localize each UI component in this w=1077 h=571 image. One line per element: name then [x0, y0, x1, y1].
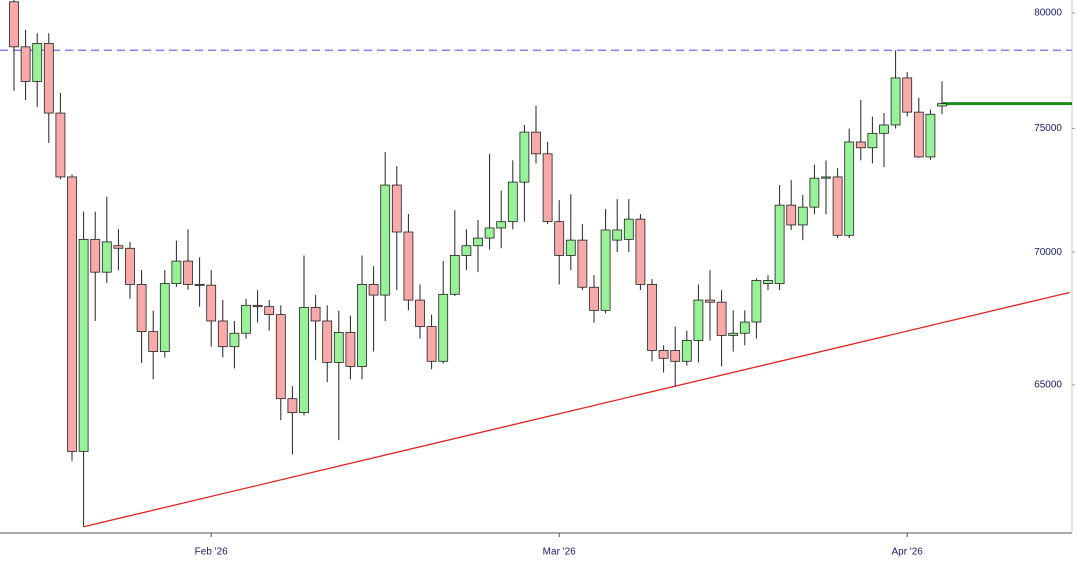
x-tick-label: Feb '26 — [195, 547, 228, 558]
candle-body — [438, 293, 449, 362]
candle-body — [287, 398, 298, 414]
plot-area — [0, 0, 1072, 528]
candle-body — [693, 299, 704, 341]
candle-body — [136, 283, 147, 333]
candle-body — [101, 241, 112, 273]
candle-body — [113, 245, 124, 249]
candle-body — [612, 229, 623, 241]
candle-body — [241, 304, 251, 334]
candle-body — [623, 218, 634, 240]
candle-body — [728, 332, 739, 336]
candle-body — [194, 283, 205, 286]
candle-body — [345, 332, 356, 367]
candle-body — [786, 204, 797, 226]
candle-body — [55, 112, 66, 178]
candle-body — [867, 132, 878, 149]
candle-body — [299, 307, 309, 414]
candle-body — [716, 301, 727, 336]
candle-body — [159, 283, 170, 352]
candle-body — [426, 326, 437, 362]
candle-body — [635, 218, 646, 285]
candle-body — [206, 284, 217, 322]
candle-body — [879, 124, 889, 134]
candle-body — [32, 43, 43, 82]
candle-body — [855, 141, 866, 149]
candle-body — [739, 321, 750, 334]
candle-body — [183, 260, 193, 285]
candle-body — [333, 332, 344, 363]
candle-body — [473, 237, 483, 247]
candle-body — [763, 280, 773, 285]
candle-body — [252, 304, 263, 308]
candle-body — [322, 320, 333, 363]
candle-body — [600, 229, 611, 311]
candle-body — [670, 350, 681, 362]
candle-body — [844, 141, 855, 236]
x-tick-label: Apr '26 — [892, 547, 924, 558]
candle-body — [647, 283, 657, 351]
candle-body — [484, 227, 495, 239]
candle-body — [20, 46, 31, 82]
candle-body — [577, 239, 588, 288]
candle-body — [681, 340, 692, 362]
candle-body — [531, 131, 541, 155]
candle-body — [217, 320, 228, 348]
y-tick-label: 75000 — [1034, 123, 1062, 134]
candle-body — [264, 306, 275, 315]
y-tick-label: 70000 — [1034, 247, 1062, 258]
candle-body — [821, 176, 831, 179]
candle-body — [832, 176, 843, 236]
candle-body — [565, 239, 576, 256]
candle-body — [542, 153, 553, 223]
candle-body — [148, 331, 159, 352]
candle-body — [403, 231, 414, 301]
x-tick-label: Mar '26 — [543, 547, 576, 558]
candle-body — [229, 332, 240, 348]
candle-body — [507, 181, 518, 223]
candle-body — [357, 283, 367, 367]
candle-body — [125, 247, 135, 285]
candle-body — [774, 204, 785, 285]
candle-body — [496, 221, 507, 229]
candle-body — [937, 103, 947, 107]
y-tick-label: 80000 — [1034, 8, 1062, 19]
candle-body — [43, 43, 54, 114]
candle-body — [171, 260, 182, 285]
candle-body — [275, 314, 286, 400]
candle-body — [658, 350, 669, 359]
candle-body — [797, 206, 808, 226]
candle-body — [415, 299, 425, 327]
candle-body — [78, 238, 89, 452]
candle-body — [589, 286, 599, 311]
y-tick-label: 65000 — [1034, 379, 1062, 390]
candle-body — [90, 238, 101, 273]
candle-body — [751, 280, 762, 323]
candle-body — [902, 77, 913, 113]
candle-body — [67, 176, 77, 452]
trend-line — [83, 291, 1070, 528]
candle-body — [519, 131, 530, 183]
candle-body — [310, 307, 321, 322]
candle-body — [391, 184, 402, 233]
candle-body — [554, 221, 565, 256]
candle-body — [461, 245, 472, 256]
candle-body — [449, 255, 460, 295]
candle-body — [380, 184, 391, 296]
candle-body — [890, 77, 901, 126]
candle-body — [925, 113, 936, 158]
candle-body — [9, 1, 19, 48]
candle-body — [368, 283, 379, 296]
candle-body — [809, 177, 820, 208]
candle-body — [913, 111, 924, 158]
candle-body — [705, 299, 715, 303]
